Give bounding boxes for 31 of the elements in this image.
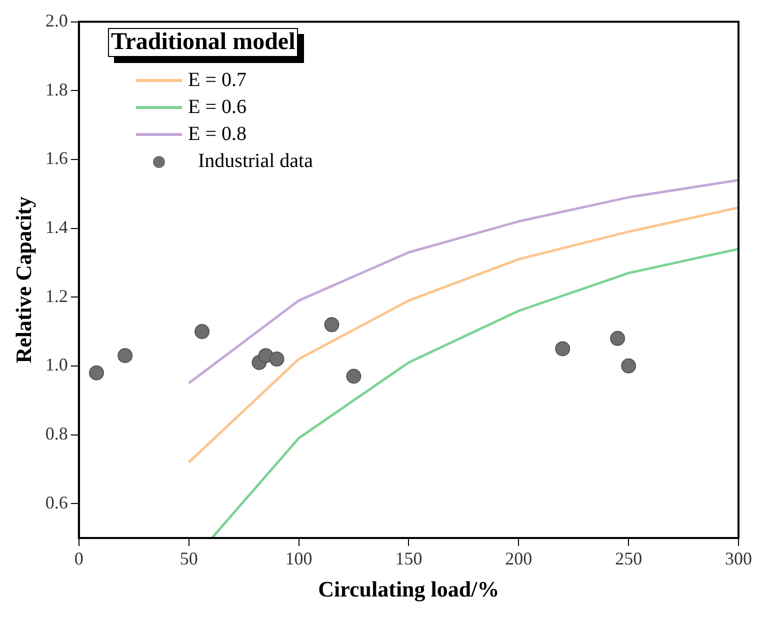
legend-label: E = 0.6 — [188, 96, 246, 119]
y-tick-label: 0.8 — [45, 423, 68, 444]
y-tick-label: 1.2 — [45, 286, 68, 306]
point — [269, 352, 284, 367]
point — [88, 365, 104, 380]
legend-label: Industrial data — [198, 150, 313, 173]
point — [324, 317, 340, 332]
x-axis-title: Circulating load/% — [318, 576, 500, 602]
legend-label: E = 0.8 — [188, 123, 246, 146]
point — [621, 358, 636, 374]
y-tick-label: 1.6 — [45, 148, 68, 168]
point — [194, 324, 210, 340]
y-tick-label: 0.6 — [45, 492, 68, 512]
x-tick-label: 0 — [74, 548, 84, 569]
point — [555, 341, 570, 356]
point — [610, 330, 626, 346]
y-tick-label: 1.8 — [45, 79, 68, 100]
point — [118, 348, 133, 364]
x-tick-label: 200 — [505, 548, 532, 569]
point — [346, 368, 362, 384]
y-tick-label: 1.4 — [45, 217, 68, 238]
y-tick-label: 1.0 — [45, 354, 68, 375]
legend-title: Traditional model — [108, 28, 298, 57]
x-tick-label: 300 — [725, 548, 752, 569]
y-tick-label: 2.0 — [45, 10, 68, 31]
y-axis-title: Relative Capacity — [10, 196, 36, 364]
x-tick-label: 100 — [285, 548, 312, 569]
x-tick-label: 50 — [180, 548, 198, 569]
x-tick-label: 150 — [395, 548, 422, 569]
x-tick-label: 250 — [615, 548, 642, 569]
legend-label: E = 0.7 — [188, 69, 246, 92]
